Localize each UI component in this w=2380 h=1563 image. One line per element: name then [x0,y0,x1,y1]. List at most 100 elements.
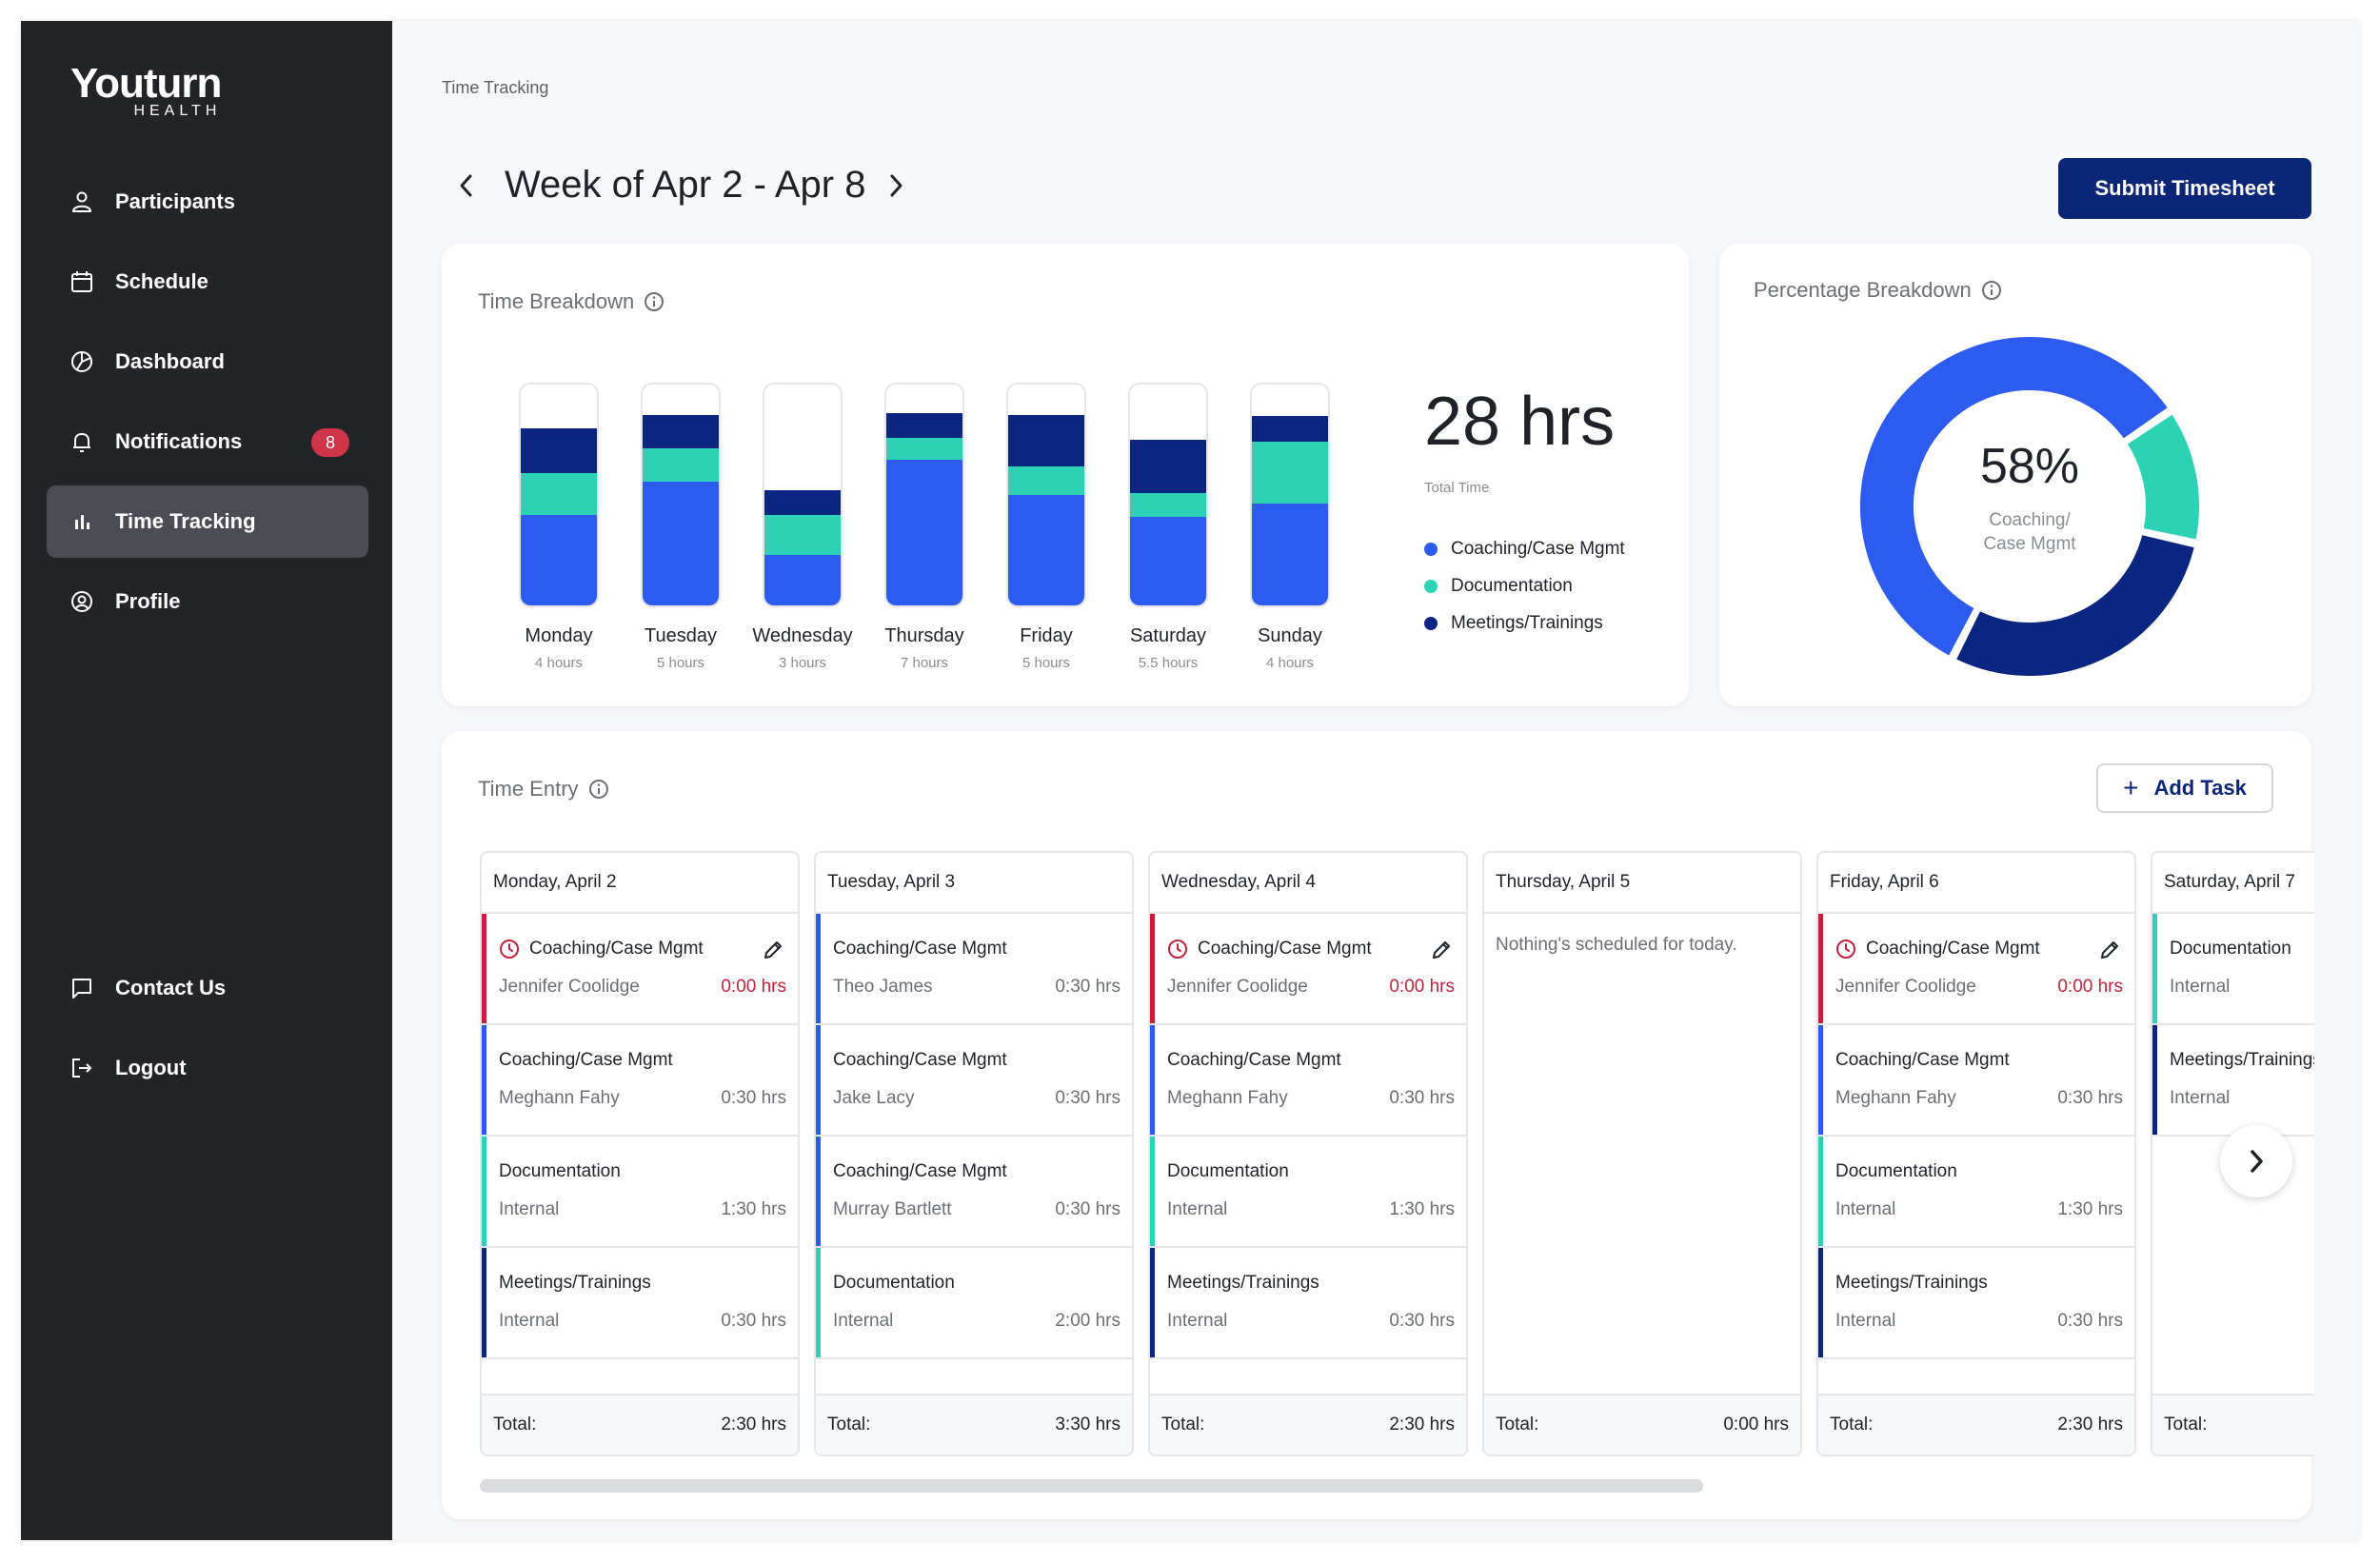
time-entry-item[interactable]: Documentation Internal 1:30 hrs [482,1137,798,1248]
day-total-row: Total: 0:00 hrs [1484,1394,1800,1454]
bar-segment-documentation [1130,492,1206,518]
time-entry-item[interactable]: Coaching/Case Mgmt Meghann Fahy 0:30 hrs [1818,1025,2134,1137]
total-hours-label: Total Time [1424,480,1490,496]
bar-day-label: Monday [525,625,593,646]
add-task-button[interactable]: + Add Task [2096,763,2273,813]
sidebar-item-contact-us[interactable]: Contact Us [47,952,368,1024]
sidebar: Youturn HEALTH Participants Schedule Dashb… [21,21,392,1540]
time-entry-item[interactable]: Coaching/Case Mgmt Meghann Fahy 0:30 hrs [1150,1025,1466,1137]
clock-icon [500,940,519,959]
time-entry-item[interactable]: Coaching/Case Mgmt Meghann Fahy 0:30 hrs [482,1025,798,1137]
entry-category-label: Coaching/Case Mgmt [1835,1050,2010,1070]
logo-subtitle: HEALTH [133,103,222,119]
logo[interactable]: Youturn HEALTH [70,61,222,120]
time-entry-item[interactable]: Documentation Internal 2:00 hrs [816,1248,1132,1359]
bar-segment-coaching-case-mgmt [1008,495,1084,605]
time-entry-item[interactable]: Coaching/Case Mgmt Jake Lacy 0:30 hrs [816,1025,1132,1137]
time-entry-item[interactable]: Coaching/Case Mgmt Jennifer Coolidge 0:00 … [1150,914,1466,1025]
sidebar-item-logout[interactable]: Logout [47,1032,368,1104]
day-total-label: Total: [1161,1415,1205,1434]
day-total-value: 2:30 hrs [721,1415,786,1434]
bar-hours-label: 3 hours [778,655,827,671]
clock-icon [1836,940,1855,959]
person-icon [69,189,94,214]
entry-hours: 0:00 hrs [1389,977,1455,997]
sidebar-item-label: Notifications [115,429,243,453]
edit-pencil-icon[interactable] [2098,939,2121,961]
entry-category-stripe [816,1137,821,1246]
percentage-breakdown-title: Percentage Breakdown [1754,278,2002,303]
entry-category-stripe [482,1025,486,1135]
user-circle-icon [69,589,94,614]
day-total-row: Total: 3:30 hrs [816,1394,1132,1454]
donut-percentage: 58% [1979,439,2080,494]
time-entry-item[interactable]: Documentation Internal 1:30 hrs [1818,1137,2134,1248]
info-icon[interactable] [644,291,664,312]
info-icon[interactable] [1981,280,2002,301]
legend-label-meetings: Meetings/Trainings [1451,613,1603,633]
entry-hours: 0:00 hrs [2057,977,2123,997]
entry-category-stripe [2152,914,2157,1023]
entry-hours: 0:30 hrs [1055,1088,1121,1108]
bar-segment-meetings-trainings [764,490,841,515]
sidebar-item-dashboard[interactable]: Dashboard [47,326,368,398]
edit-pencil-icon[interactable] [1430,939,1453,961]
entry-category: Coaching/Case Mgmt [833,939,1007,960]
time-entry-item[interactable]: Meetings/Trainings Internal [2152,1025,2314,1137]
entry-category: Coaching/Case Mgmt [1167,939,1372,960]
time-entry-item[interactable]: Coaching/Case Mgmt Murray Bartlett 0:30 hr… [816,1137,1132,1248]
bar-segment-documentation [643,448,719,483]
time-entry-item[interactable]: Meetings/Trainings Internal 0:30 hrs [482,1248,798,1359]
prev-week-button[interactable] [449,165,484,207]
info-icon[interactable] [588,779,609,800]
sidebar-item-participants[interactable]: Participants [47,166,368,238]
sidebar-item-notifications[interactable]: Notifications 8 [47,406,368,478]
sidebar-item-label: Time Tracking [115,509,256,533]
breadcrumb[interactable]: Time Tracking [442,78,549,97]
time-entry-item[interactable]: Documentation Internal 1:30 hrs [1150,1137,1466,1248]
bar-segment-meetings-trainings [886,413,962,438]
next-week-button[interactable] [879,165,913,207]
day-total-label: Total: [1496,1415,1539,1434]
entry-category-label: Documentation [833,1273,955,1293]
entry-participant: Murray Bartlett [833,1199,952,1219]
entry-participant: Internal [1167,1311,1228,1331]
entry-participant: Meghann Fahy [1835,1088,1956,1108]
time-entry-item[interactable]: Coaching/Case Mgmt Jennifer Coolidge 0:00 … [482,914,798,1025]
scroll-right-button[interactable] [2220,1125,2292,1197]
sidebar-item-time-tracking[interactable]: Time Tracking [47,485,368,558]
time-entry-item[interactable]: Coaching/Case Mgmt Theo James 0:30 hrs [816,914,1132,1025]
day-columns[interactable]: Monday, April 2 Coaching/Case Mgmt Jennife… [480,851,2314,1460]
entry-category-stripe [1818,1025,1823,1135]
entry-category-label: Coaching/Case Mgmt [1866,939,2040,959]
horizontal-scrollbar[interactable] [480,1479,1703,1493]
time-entry-item[interactable]: Coaching/Case Mgmt Jennifer Coolidge 0:00 … [1818,914,2134,1025]
entry-hours: 0:30 hrs [721,1088,786,1108]
day-total-label: Total: [1830,1415,1874,1434]
add-task-label: Add Task [2153,776,2247,800]
entry-participant: Internal [1835,1199,1896,1219]
day-total-label: Total: [2164,1415,2208,1434]
entry-hours: 0:30 hrs [1389,1311,1455,1331]
time-entry-item[interactable]: Meetings/Trainings Internal 0:30 hrs [1818,1248,2134,1359]
legend-dot-meetings [1424,617,1438,630]
time-entry-item[interactable]: Documentation Internal [2152,914,2314,1025]
sidebar-item-profile[interactable]: Profile [47,565,368,638]
edit-pencil-icon[interactable] [762,939,784,961]
entry-participant: Jake Lacy [833,1088,915,1108]
day-column-header: Thursday, April 5 [1484,853,1800,914]
submit-timesheet-button[interactable]: Submit Timesheet [2058,158,2311,219]
bar-segment-documentation [886,437,962,460]
entry-category-label: Coaching/Case Mgmt [833,1050,1007,1070]
entry-category-label: Documentation [1835,1161,1957,1181]
day-total-value: 0:00 hrs [1723,1415,1789,1434]
entry-participant: Meghann Fahy [1167,1088,1288,1108]
legend-dot-documentation [1424,580,1438,593]
sidebar-item-schedule[interactable]: Schedule [47,246,368,318]
entry-category: Coaching/Case Mgmt [833,1161,1007,1182]
total-hours: 28 hrs [1424,384,1616,460]
bar-day-label: Sunday [1258,625,1322,646]
time-entry-item[interactable]: Meetings/Trainings Internal 0:30 hrs [1150,1248,1466,1359]
entry-hours: 1:30 hrs [2057,1199,2123,1219]
entry-category-label: Coaching/Case Mgmt [833,1161,1007,1181]
